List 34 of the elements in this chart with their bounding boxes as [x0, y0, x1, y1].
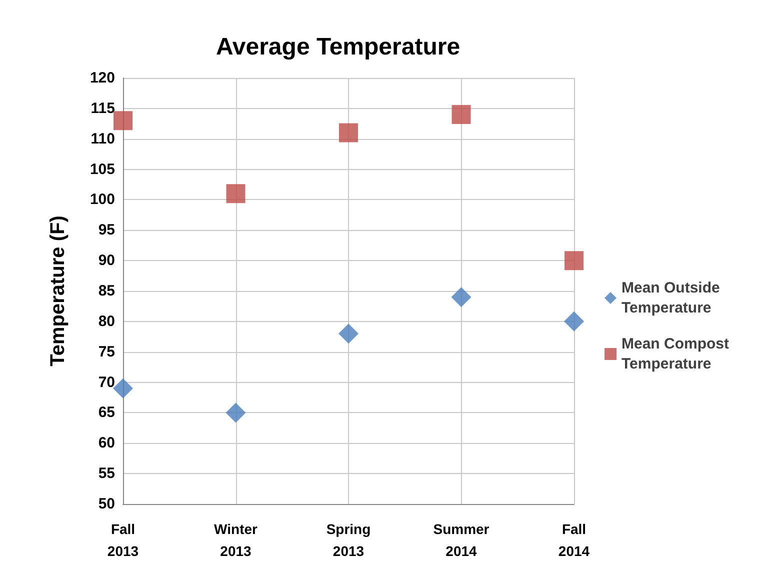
y-axis-title: Temperature (F) — [47, 216, 69, 366]
y-tick-label: 115 — [90, 100, 115, 117]
y-tick-label: 85 — [98, 282, 115, 300]
x-tick-label: Summer 2014 — [433, 521, 490, 559]
y-tick-label: 65 — [98, 404, 115, 422]
x-tick-label: Winter 2013 — [214, 521, 258, 559]
point — [226, 184, 246, 204]
y-tick-label: 50 — [98, 496, 115, 512]
y-tick-label: 90 — [98, 252, 115, 270]
legend-label: Mean Compost Temperature — [621, 336, 730, 372]
y-tick-label: 55 — [98, 465, 115, 482]
point — [339, 123, 358, 142]
x-tick-label: Spring 2013 — [326, 521, 371, 559]
point — [451, 287, 472, 308]
y-tick-label: 110 — [90, 130, 115, 148]
x-tick-label: Fall 2014 — [558, 521, 590, 559]
legend-label: Mean Outside Temperature — [621, 280, 720, 316]
point — [564, 251, 584, 270]
y-tick-label: 120 — [90, 70, 115, 86]
point — [338, 324, 358, 344]
point — [564, 311, 584, 332]
point — [114, 111, 132, 130]
point — [113, 378, 133, 398]
y-tick-label: 95 — [98, 222, 115, 239]
point — [452, 105, 471, 124]
chart-title: Average Temperature — [216, 34, 460, 60]
y-tick-label: 60 — [98, 434, 115, 452]
y-tick-label: 105 — [90, 160, 115, 178]
y-tick-label: 70 — [98, 374, 115, 391]
point — [226, 402, 246, 423]
y-tick-label: 100 — [90, 191, 115, 208]
y-tick-label: 80 — [98, 312, 115, 330]
x-tick-label: Fall 2013 — [107, 521, 139, 559]
y-tick-label: 75 — [98, 343, 115, 360]
